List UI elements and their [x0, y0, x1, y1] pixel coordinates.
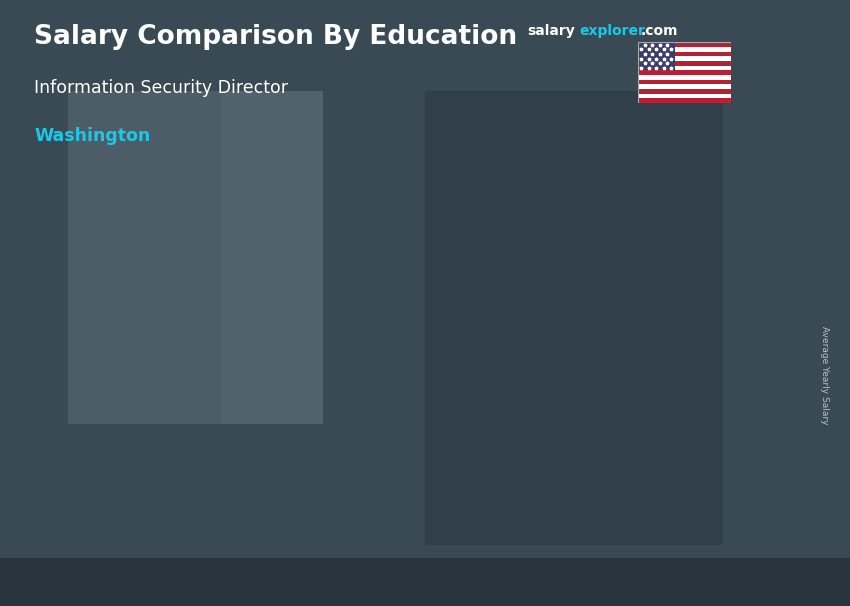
Text: explorer: explorer [580, 24, 645, 38]
Text: 97,600 USD: 97,600 USD [148, 376, 235, 388]
Bar [638, 94, 731, 98]
Bar [638, 80, 731, 84]
Text: Bachelor's
Degree: Bachelor's Degree [389, 595, 462, 606]
Bar [638, 75, 731, 80]
Bar [68, 91, 221, 424]
Text: +42%: +42% [508, 125, 571, 144]
Text: Certificate or
Diploma: Certificate or Diploma [151, 595, 243, 606]
Bar [638, 65, 731, 70]
Bar [638, 84, 731, 89]
Bar [638, 42, 731, 47]
Polygon shape [366, 315, 501, 326]
Polygon shape [138, 405, 257, 558]
Bar [221, 91, 323, 424]
Bar [638, 56, 731, 61]
Text: Information Security Director: Information Security Director [34, 79, 288, 97]
Bar [425, 91, 722, 545]
Bar [638, 98, 731, 103]
Polygon shape [485, 315, 501, 558]
Bar [638, 70, 731, 75]
Text: Average Yearly Salary: Average Yearly Salary [819, 327, 829, 425]
Polygon shape [366, 326, 485, 558]
Text: Salary Comparison By Education: Salary Comparison By Education [34, 24, 517, 50]
Text: +52%: +52% [280, 222, 343, 241]
Text: 210,000 USD: 210,000 USD [600, 191, 697, 205]
Bar [638, 89, 731, 94]
Polygon shape [714, 214, 729, 558]
Polygon shape [257, 398, 272, 558]
Polygon shape [594, 214, 729, 228]
Text: 148,000 USD: 148,000 USD [372, 293, 468, 306]
Bar [638, 52, 731, 56]
Text: salary: salary [527, 24, 575, 38]
Polygon shape [138, 398, 272, 405]
Text: .com: .com [641, 24, 678, 38]
Bar [638, 47, 731, 52]
Text: Master's
Degree: Master's Degree [624, 595, 684, 606]
Bar [0, 558, 850, 606]
Text: Washington: Washington [34, 127, 150, 145]
Polygon shape [594, 228, 714, 558]
Bar [638, 61, 731, 65]
Bar [638, 42, 675, 70]
